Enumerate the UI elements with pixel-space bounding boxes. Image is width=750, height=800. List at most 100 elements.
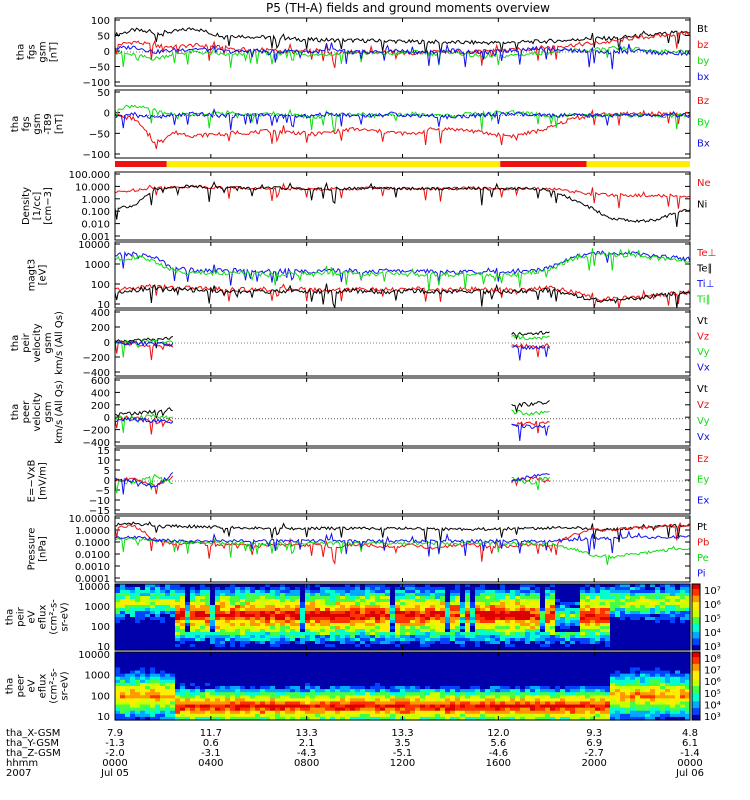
spectrogram-cell <box>355 682 361 687</box>
spectrogram-cell <box>510 658 516 662</box>
spectrogram-cell <box>510 713 516 718</box>
spectrogram-cell <box>275 593 281 597</box>
spectrogram-cell <box>170 658 176 662</box>
spectrogram-cell <box>300 608 306 612</box>
spectrogram-cell <box>550 652 556 656</box>
spectrogram-cell <box>120 602 126 606</box>
spectrogram-cell <box>575 647 581 651</box>
spectrogram-cell <box>370 638 376 642</box>
spectrogram-cell <box>240 629 246 633</box>
spectrogram-cell <box>550 641 556 645</box>
spectrogram-cell <box>370 611 376 615</box>
spectrogram-cell <box>215 710 221 715</box>
spectrogram-cell <box>455 626 461 630</box>
spectrogram-cell <box>145 667 151 672</box>
spectrogram-cell <box>375 596 381 600</box>
spectrogram-cell <box>350 673 356 678</box>
panel-3-ylabel: Density[1/cc][cm−3] <box>21 187 54 225</box>
spectrogram-cell <box>510 704 516 709</box>
spectrogram-cell <box>385 698 391 703</box>
spectrogram-cell <box>580 632 586 636</box>
spectrogram-cell <box>480 632 486 636</box>
spectrogram-cell <box>220 676 226 681</box>
spectrogram-cell <box>190 590 196 594</box>
spectrogram-cell <box>540 710 546 715</box>
spectrogram-cell <box>355 673 361 678</box>
spectrogram-cell <box>495 661 501 665</box>
spectrogram-cell <box>475 614 481 618</box>
spectrogram-cell <box>365 713 371 718</box>
spectrogram-cell <box>310 647 316 651</box>
spectrogram-cell <box>130 686 136 690</box>
spectrogram-cell <box>495 652 501 656</box>
spectrogram-cell <box>490 670 496 675</box>
spectrogram-cell <box>270 658 276 662</box>
spectrogram-cell <box>285 635 291 639</box>
spectrogram-cell <box>365 623 371 627</box>
spectrogram-cell <box>400 626 406 630</box>
spectrogram-cell <box>370 629 376 633</box>
spectrogram-cell <box>580 596 586 600</box>
spectrogram-cell <box>395 617 401 621</box>
spectrogram-cell <box>185 710 191 715</box>
spectrogram-cell <box>205 686 211 690</box>
spectrogram-cell <box>255 626 261 630</box>
spectrogram-cell <box>245 713 251 718</box>
spectrogram-cell <box>200 716 206 721</box>
spectrogram-cell <box>480 689 486 693</box>
spectrogram-cell <box>405 689 411 693</box>
spectrogram-cell <box>175 670 181 675</box>
spectrogram-cell <box>585 605 591 609</box>
spectrogram-cell <box>410 608 416 612</box>
spectrogram-cell <box>330 661 336 665</box>
spectrogram-cell <box>190 632 196 636</box>
spectrogram-cell <box>265 620 271 624</box>
spectrogram-cell <box>585 590 591 594</box>
spectrogram-cell <box>255 638 261 642</box>
spectrogram-cell <box>195 593 201 597</box>
spectrogram-cell <box>315 670 321 675</box>
series-By <box>114 104 691 132</box>
spectrogram-cell <box>165 682 171 687</box>
spectrogram-cell <box>220 686 226 690</box>
spectrogram-cell <box>470 632 476 636</box>
spectrogram-cell <box>310 682 316 687</box>
spectrogram-cell <box>470 614 476 618</box>
spectrogram-cell <box>435 701 441 706</box>
spectrogram-cell <box>250 638 256 642</box>
ylabel-line: eflux <box>38 605 49 630</box>
spectrogram-cell <box>165 599 171 603</box>
spectrogram-cell <box>305 629 311 633</box>
spectrogram-cell <box>520 676 526 681</box>
spectrogram-cell <box>500 614 506 618</box>
spectrogram-cell <box>480 641 486 645</box>
spectrogram-cell <box>625 623 631 627</box>
spectrogram-cell <box>220 713 226 718</box>
spectrogram-cell <box>125 679 131 684</box>
spectrogram-cell <box>445 602 451 606</box>
spectrogram-cell <box>235 638 241 642</box>
spectrogram-cell <box>535 682 541 687</box>
spectrogram-cell <box>505 635 511 639</box>
spectrogram-cell <box>520 689 526 693</box>
spectrogram-cell <box>360 686 366 690</box>
spectrogram-cell <box>455 679 461 684</box>
spectrogram-cell <box>350 664 356 669</box>
spectrogram-cell <box>140 641 146 645</box>
spectrogram-cell <box>550 623 556 627</box>
spectrogram-cell <box>130 661 136 665</box>
series-by <box>114 45 691 68</box>
spectrogram-cell <box>355 710 361 715</box>
spectrogram-cell <box>300 686 306 690</box>
spectrogram-cell <box>500 673 506 678</box>
spectrogram-cell <box>415 608 421 612</box>
spectrogram-cell <box>660 617 666 621</box>
spectrogram-cell <box>115 638 121 642</box>
spectrogram-cell <box>300 632 306 636</box>
spectrogram-cell <box>530 686 536 690</box>
spectrogram-cell <box>490 692 496 696</box>
spectrogram-cell <box>640 626 646 630</box>
spectrogram-cell <box>145 710 151 715</box>
spectrogram-cell <box>160 670 166 675</box>
